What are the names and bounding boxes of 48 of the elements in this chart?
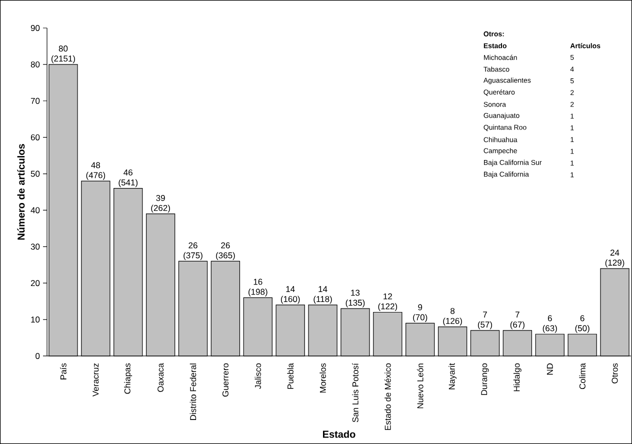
data-label: 9 (70) [413,304,428,322]
x-tick-label: Otros [612,363,618,384]
x-tick-label: Guerrero [222,363,228,397]
data-label: 16 (198) [248,278,268,296]
x-tick-label: Nayarit [448,363,457,390]
x-tick-label: Hidalgo [513,363,522,392]
data-label: 13 (135) [346,290,365,308]
x-tick-label: Colima [579,363,586,390]
data-label: 26 (365) [216,242,235,260]
y-tick-label: 80 [30,61,40,68]
y-tick-label: 10 [31,316,40,323]
y-tick-label: 90 [30,24,40,31]
y-tick-label: 30 [30,244,40,250]
data-label: 24 (129) [605,250,624,268]
data-label: 7 (57) [478,312,492,330]
y-tick-label: 40 [30,207,40,214]
x-tick-label: Veracruz [92,363,99,397]
x-axis-title: Estado [323,430,356,438]
y-tick-label: 60 [30,134,40,140]
data-label: 46 (541) [118,169,138,188]
y-tick-label: 20 [30,280,40,286]
data-label: 39 (262) [151,194,170,213]
data-label: 7 (67) [510,312,524,330]
data-label: 6 (50) [575,315,590,333]
x-tick-label: Nuevo León [416,364,424,408]
x-tick-label: Durango [481,363,489,395]
y-tick-label: 50 [30,170,40,177]
data-label: 48 (476) [86,162,106,180]
data-label: 14 (118) [314,286,332,304]
data-label: 80 (2151) [51,46,75,64]
x-tick-label: ND [546,363,553,375]
y-axis-title: Número de artículos [17,144,25,240]
x-tick-label: Jalisco [254,363,262,389]
x-tick-label: Puebla [287,363,294,389]
x-tick-label: San Luis Potosí [352,363,358,422]
data-label: 26 (375) [184,242,202,260]
y-tick-label: 70 [30,98,40,104]
x-tick-label: Estado de México [384,363,391,430]
y-tick-label: 0 [36,352,40,359]
x-tick-label: Oaxaca [158,363,164,392]
data-label: 6 (63) [542,315,557,333]
data-label: 12 (122) [378,293,398,312]
x-tick-label: Distrito Federal [190,364,196,420]
x-tick-label: Chiapas [124,363,132,394]
data-label: 8 (126) [443,308,462,326]
x-tick-label: Morelos [320,363,326,393]
data-label: 14 (160) [280,286,300,304]
x-tick-label: País [60,363,66,380]
